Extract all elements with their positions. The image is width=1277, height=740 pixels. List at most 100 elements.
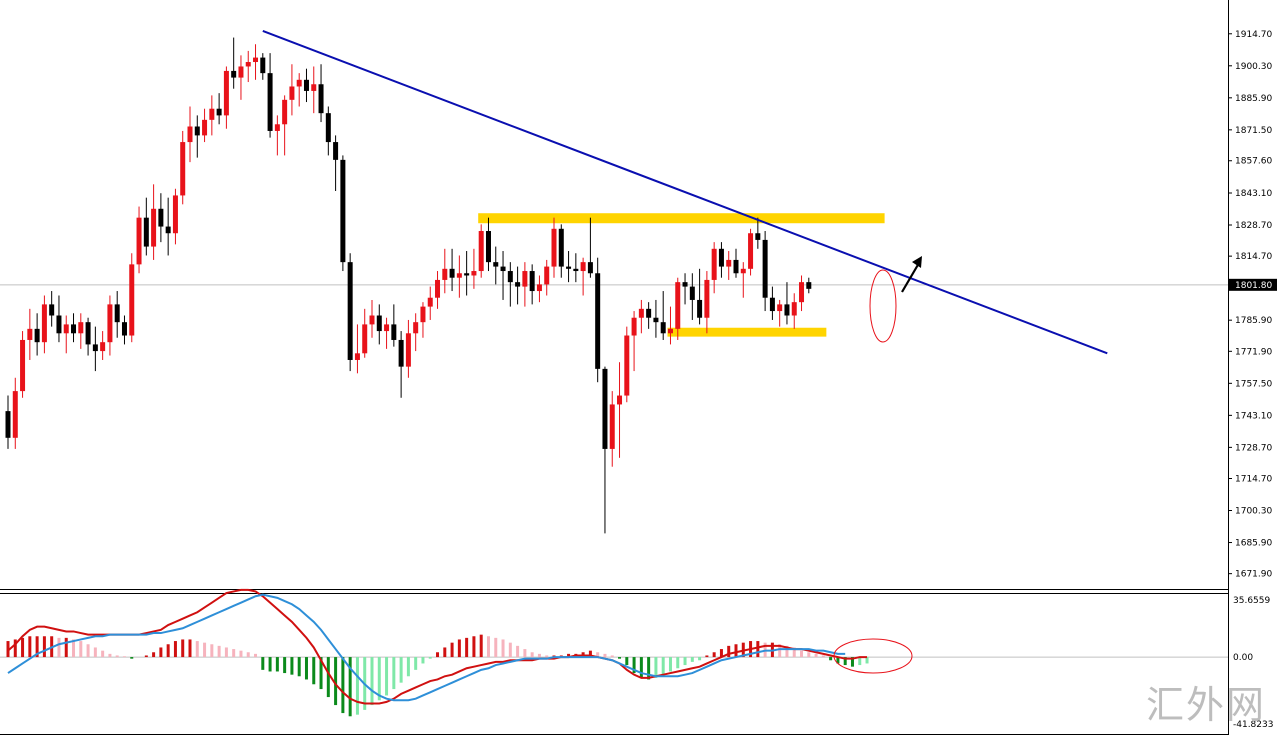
candle bbox=[507, 262, 513, 307]
candle-body bbox=[384, 324, 390, 332]
candle-body bbox=[733, 259, 739, 274]
price-tick-label: 1685.90 bbox=[1235, 539, 1272, 549]
candle bbox=[260, 53, 266, 80]
candle-body bbox=[536, 284, 542, 292]
candle bbox=[223, 66, 229, 129]
current-price-box bbox=[1229, 278, 1277, 291]
candle-body bbox=[282, 99, 288, 125]
candle-body bbox=[420, 306, 426, 323]
candle bbox=[449, 248, 455, 292]
candle bbox=[704, 271, 710, 334]
candle-body bbox=[667, 328, 673, 334]
candle bbox=[49, 291, 55, 327]
price-tick-label: 1714.70 bbox=[1235, 474, 1272, 484]
candle-body bbox=[209, 108, 215, 120]
price-tick-label: 1771.90 bbox=[1235, 347, 1272, 357]
candle-body bbox=[5, 411, 11, 438]
candle-body bbox=[755, 233, 761, 240]
candle bbox=[660, 291, 666, 340]
trendline-layer bbox=[262, 29, 1108, 355]
candle bbox=[726, 251, 732, 280]
candle-body bbox=[391, 324, 397, 340]
price-tick-label: 1814.70 bbox=[1235, 252, 1272, 262]
candle bbox=[63, 315, 69, 354]
candle bbox=[748, 228, 754, 276]
candle-body bbox=[587, 262, 593, 274]
candle-body bbox=[653, 317, 659, 323]
price-tick-label: 1885.90 bbox=[1235, 94, 1272, 104]
macd-axis: 35.6559 0.00 -41.8233 bbox=[1233, 596, 1273, 730]
candle bbox=[617, 362, 623, 458]
candle bbox=[376, 304, 382, 345]
candle-body bbox=[56, 315, 62, 334]
candle-body bbox=[136, 217, 142, 265]
candle bbox=[595, 257, 601, 383]
candle-body bbox=[20, 339, 26, 392]
candle-body bbox=[245, 62, 251, 67]
candle bbox=[391, 304, 397, 347]
candle bbox=[187, 106, 193, 163]
candle-body bbox=[325, 113, 331, 143]
candle-body bbox=[253, 57, 259, 63]
candle bbox=[85, 317, 91, 356]
candle-body bbox=[777, 304, 783, 312]
candle bbox=[180, 130, 186, 205]
candle bbox=[71, 313, 77, 343]
candle-body bbox=[107, 304, 113, 343]
candle-body bbox=[333, 142, 339, 160]
candle bbox=[121, 315, 127, 345]
candle bbox=[573, 253, 579, 283]
candle-body bbox=[602, 368, 608, 449]
candle-body bbox=[362, 324, 368, 354]
candle bbox=[697, 268, 703, 325]
candle bbox=[253, 44, 259, 80]
macd-tick-label: -41.8233 bbox=[1233, 720, 1273, 730]
candle-body bbox=[624, 335, 630, 396]
candle bbox=[41, 295, 47, 354]
candle-body bbox=[187, 126, 193, 143]
candle-body bbox=[456, 273, 462, 278]
candle bbox=[784, 282, 790, 325]
candle bbox=[362, 308, 368, 358]
candle bbox=[354, 324, 360, 374]
candle-body bbox=[216, 108, 222, 116]
candle bbox=[711, 242, 717, 294]
candle-body bbox=[303, 79, 309, 91]
candle-body bbox=[435, 279, 441, 298]
candle-body bbox=[223, 70, 229, 116]
candle-body bbox=[711, 248, 717, 280]
candle-body bbox=[296, 79, 302, 87]
price-tick-label: 1914.70 bbox=[1235, 30, 1272, 40]
candle-body bbox=[413, 322, 419, 334]
price-tick-label: 1785.90 bbox=[1235, 316, 1272, 326]
candle bbox=[165, 197, 171, 256]
candle-body bbox=[12, 391, 18, 438]
candle-body bbox=[748, 233, 754, 269]
macd-signal-line bbox=[7, 593, 846, 702]
candle bbox=[500, 251, 506, 300]
candle-body bbox=[529, 271, 535, 292]
candle-body bbox=[464, 273, 470, 276]
candle-body bbox=[71, 324, 77, 334]
candle bbox=[5, 395, 11, 449]
candle bbox=[347, 253, 353, 372]
candle-body bbox=[478, 231, 484, 272]
candle bbox=[340, 155, 346, 272]
candle-body bbox=[682, 282, 688, 287]
candle bbox=[333, 135, 339, 191]
candle bbox=[34, 313, 40, 356]
candle-body bbox=[726, 259, 732, 267]
candle bbox=[689, 273, 695, 320]
candle bbox=[92, 326, 98, 372]
candle-body bbox=[449, 268, 455, 278]
candle-body bbox=[165, 226, 171, 234]
candle-body bbox=[718, 248, 724, 267]
candle-body bbox=[49, 304, 55, 316]
candle-body bbox=[260, 57, 266, 74]
candle-body bbox=[631, 317, 637, 336]
candle-body bbox=[114, 304, 120, 323]
candle-body bbox=[63, 324, 69, 334]
arrow-shaft bbox=[901, 262, 920, 293]
candle-body bbox=[376, 315, 382, 332]
